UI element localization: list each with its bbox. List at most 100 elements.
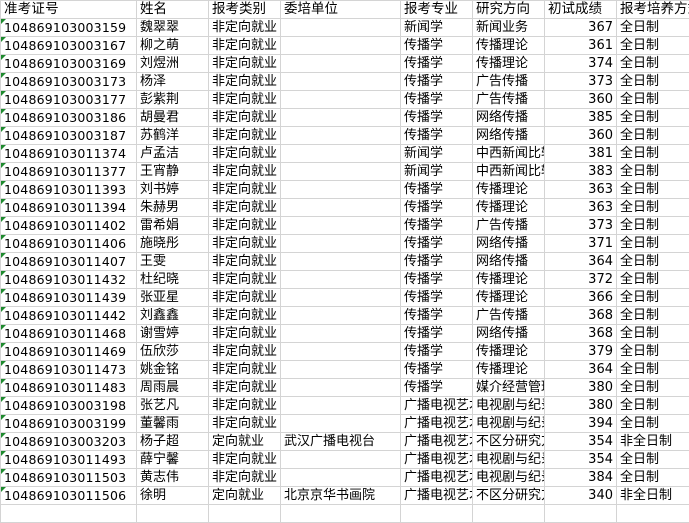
header-cell-study-mode[interactable]: 报考培养方式: [617, 1, 689, 19]
cell-research-direction[interactable]: 电视剧与纪录片: [473, 451, 545, 469]
cell-score[interactable]: 340: [545, 487, 617, 505]
cell-category[interactable]: 非定向就业: [209, 199, 281, 217]
cell-category[interactable]: 非定向就业: [209, 73, 281, 91]
cell-empty[interactable]: [545, 505, 617, 523]
cell-empty[interactable]: [473, 505, 545, 523]
cell-sponsor-unit[interactable]: [281, 469, 401, 487]
cell-exam-id[interactable]: 104869103003186: [1, 109, 137, 127]
cell-sponsor-unit[interactable]: [281, 37, 401, 55]
cell-study-mode[interactable]: 全日制: [617, 109, 689, 127]
cell-major[interactable]: 传播学: [401, 325, 473, 343]
cell-empty[interactable]: [617, 505, 689, 523]
cell-score[interactable]: 363: [545, 199, 617, 217]
cell-exam-id[interactable]: 104869103011374: [1, 145, 137, 163]
cell-research-direction[interactable]: 电视剧与纪录片: [473, 469, 545, 487]
cell-name[interactable]: 胡曼君: [137, 109, 209, 127]
cell-exam-id[interactable]: 104869103011506: [1, 487, 137, 505]
cell-score[interactable]: 380: [545, 379, 617, 397]
cell-study-mode[interactable]: 全日制: [617, 235, 689, 253]
cell-study-mode[interactable]: 全日制: [617, 217, 689, 235]
cell-research-direction[interactable]: 电视剧与纪录片: [473, 415, 545, 433]
cell-empty[interactable]: [1, 505, 137, 523]
cell-study-mode[interactable]: 全日制: [617, 361, 689, 379]
cell-category[interactable]: 非定向就业: [209, 325, 281, 343]
cell-score[interactable]: 368: [545, 325, 617, 343]
cell-exam-id[interactable]: 104869103011493: [1, 451, 137, 469]
cell-category[interactable]: 非定向就业: [209, 37, 281, 55]
cell-sponsor-unit[interactable]: [281, 55, 401, 73]
cell-sponsor-unit[interactable]: [281, 127, 401, 145]
cell-research-direction[interactable]: 传播理论: [473, 199, 545, 217]
cell-exam-id[interactable]: 104869103011394: [1, 199, 137, 217]
cell-category[interactable]: 非定向就业: [209, 91, 281, 109]
cell-exam-id[interactable]: 104869103011377: [1, 163, 137, 181]
header-cell-sponsor-unit[interactable]: 委培单位: [281, 1, 401, 19]
cell-score[interactable]: 363: [545, 181, 617, 199]
cell-study-mode[interactable]: 全日制: [617, 469, 689, 487]
cell-sponsor-unit[interactable]: 武汉广播电视台: [281, 433, 401, 451]
cell-category[interactable]: 非定向就业: [209, 379, 281, 397]
cell-category[interactable]: 非定向就业: [209, 469, 281, 487]
cell-category[interactable]: 非定向就业: [209, 361, 281, 379]
cell-major[interactable]: 传播学: [401, 73, 473, 91]
cell-name[interactable]: 刘煜洲: [137, 55, 209, 73]
cell-major[interactable]: 广播电视艺术学: [401, 397, 473, 415]
header-cell-name[interactable]: 姓名: [137, 1, 209, 19]
cell-research-direction[interactable]: 网络传播: [473, 127, 545, 145]
header-cell-major[interactable]: 报考专业: [401, 1, 473, 19]
header-cell-research-direction[interactable]: 研究方向: [473, 1, 545, 19]
cell-name[interactable]: 王雯: [137, 253, 209, 271]
cell-major[interactable]: 传播学: [401, 55, 473, 73]
cell-category[interactable]: 非定向就业: [209, 127, 281, 145]
cell-exam-id[interactable]: 104869103011402: [1, 217, 137, 235]
cell-exam-id[interactable]: 104869103011473: [1, 361, 137, 379]
cell-sponsor-unit[interactable]: [281, 199, 401, 217]
cell-category[interactable]: 非定向就业: [209, 307, 281, 325]
cell-sponsor-unit[interactable]: [281, 361, 401, 379]
cell-sponsor-unit[interactable]: [281, 325, 401, 343]
cell-sponsor-unit[interactable]: [281, 343, 401, 361]
cell-category[interactable]: 非定向就业: [209, 343, 281, 361]
cell-category[interactable]: 非定向就业: [209, 451, 281, 469]
cell-sponsor-unit[interactable]: [281, 235, 401, 253]
cell-major[interactable]: 传播学: [401, 343, 473, 361]
cell-name[interactable]: 谢雪婷: [137, 325, 209, 343]
cell-study-mode[interactable]: 全日制: [617, 343, 689, 361]
cell-study-mode[interactable]: 全日制: [617, 415, 689, 433]
cell-major[interactable]: 新闻学: [401, 19, 473, 37]
cell-name[interactable]: 施晓彤: [137, 235, 209, 253]
cell-name[interactable]: 周雨晨: [137, 379, 209, 397]
cell-study-mode[interactable]: 全日制: [617, 271, 689, 289]
cell-research-direction[interactable]: 广告传播: [473, 91, 545, 109]
cell-score[interactable]: 374: [545, 55, 617, 73]
cell-research-direction[interactable]: 网络传播: [473, 253, 545, 271]
cell-study-mode[interactable]: 全日制: [617, 145, 689, 163]
cell-score[interactable]: 381: [545, 145, 617, 163]
cell-research-direction[interactable]: 中西新闻比较: [473, 163, 545, 181]
cell-name[interactable]: 雷希娟: [137, 217, 209, 235]
cell-major[interactable]: 传播学: [401, 127, 473, 145]
cell-name[interactable]: 杜纪晓: [137, 271, 209, 289]
cell-empty[interactable]: [281, 505, 401, 523]
cell-study-mode[interactable]: 全日制: [617, 37, 689, 55]
cell-category[interactable]: 定向就业: [209, 487, 281, 505]
cell-major[interactable]: 传播学: [401, 199, 473, 217]
cell-research-direction[interactable]: 传播理论: [473, 343, 545, 361]
header-cell-exam-id[interactable]: 准考证号: [1, 1, 137, 19]
cell-major[interactable]: 广播电视艺术学: [401, 415, 473, 433]
cell-empty[interactable]: [401, 505, 473, 523]
cell-score[interactable]: 373: [545, 73, 617, 91]
cell-major[interactable]: 广播电视艺术学: [401, 487, 473, 505]
cell-category[interactable]: 非定向就业: [209, 163, 281, 181]
cell-name[interactable]: 杨子超: [137, 433, 209, 451]
cell-category[interactable]: 非定向就业: [209, 271, 281, 289]
cell-research-direction[interactable]: 传播理论: [473, 289, 545, 307]
cell-exam-id[interactable]: 104869103003199: [1, 415, 137, 433]
cell-sponsor-unit[interactable]: [281, 91, 401, 109]
cell-research-direction[interactable]: 传播理论: [473, 55, 545, 73]
cell-major[interactable]: 新闻学: [401, 145, 473, 163]
cell-major[interactable]: 广播电视艺术学: [401, 433, 473, 451]
cell-name[interactable]: 杨泽: [137, 73, 209, 91]
cell-major[interactable]: 传播学: [401, 217, 473, 235]
cell-exam-id[interactable]: 104869103011393: [1, 181, 137, 199]
